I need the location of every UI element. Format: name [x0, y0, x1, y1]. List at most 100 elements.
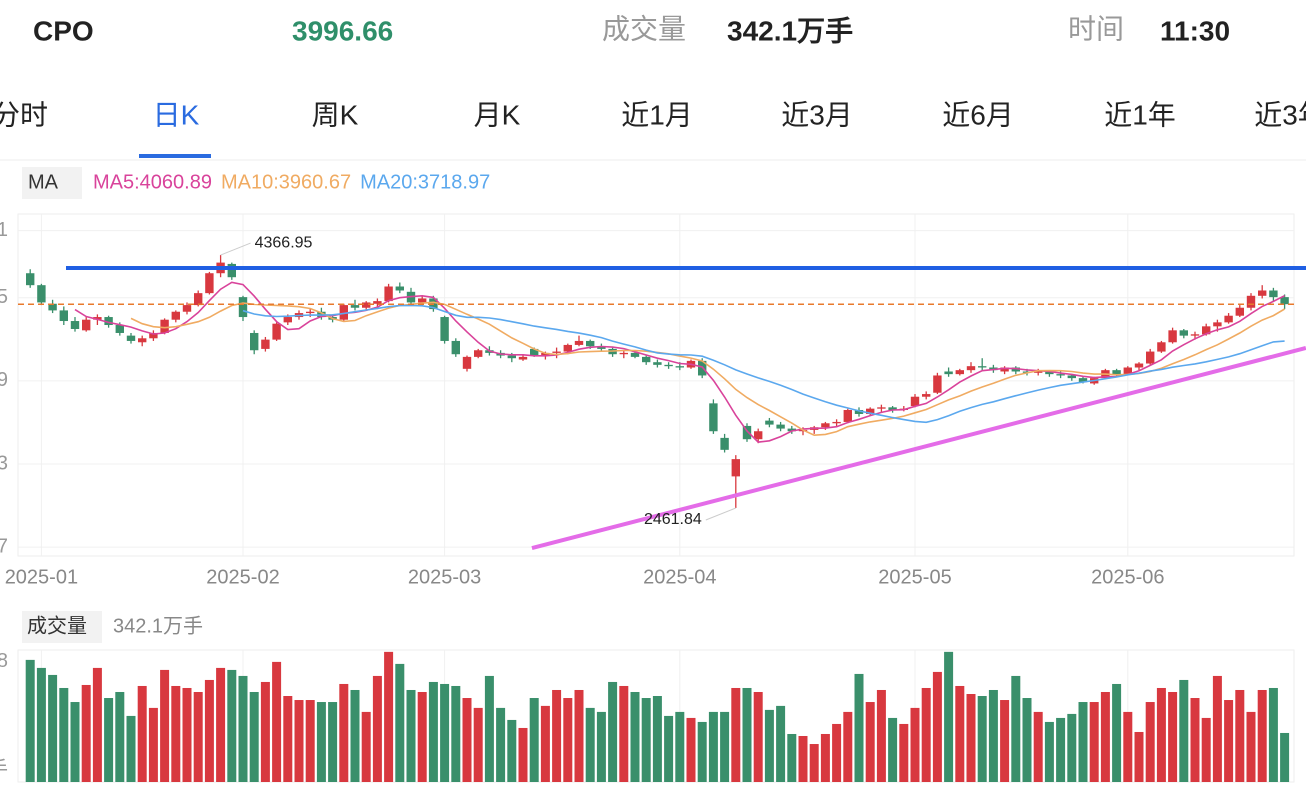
volume-bar	[552, 689, 562, 782]
tab[interactable]: 分时	[0, 99, 48, 130]
y-tick-label: 3419	[0, 369, 8, 391]
candle-body	[384, 286, 393, 302]
candle-body	[395, 286, 404, 291]
volume-bar	[81, 684, 91, 782]
volume-bar	[876, 689, 886, 782]
tab[interactable]: 月K	[474, 99, 521, 130]
volume-panel-label: 342.1万手	[113, 614, 203, 637]
volume-bar	[574, 689, 584, 782]
volume-bar	[384, 651, 394, 782]
volume-bar	[1145, 702, 1155, 782]
volume-bar	[104, 698, 114, 782]
candle-body	[1224, 315, 1233, 323]
volume-bar	[1089, 702, 1099, 782]
volume-bar	[1011, 675, 1021, 782]
indicator: MA	[28, 171, 59, 193]
candle-body	[843, 409, 852, 422]
candle-body	[1235, 307, 1244, 316]
volume-bar	[148, 707, 158, 782]
volume-unit: 万手	[0, 757, 8, 780]
volume-bar	[966, 694, 976, 782]
x-tick-label: 2025-04	[643, 566, 716, 588]
tab[interactable]: 近6月	[942, 99, 1014, 130]
candle-body	[832, 421, 841, 424]
volume-bar	[1246, 711, 1256, 782]
volume-bar	[395, 663, 405, 782]
candle-body	[115, 325, 124, 333]
volume-bar	[944, 651, 954, 782]
candle-body	[1246, 295, 1256, 308]
volume-bar	[720, 711, 730, 782]
volume-bar	[921, 687, 931, 782]
tab[interactable]: 近3年	[1254, 99, 1306, 130]
candle-body	[474, 350, 483, 357]
candle-body	[261, 339, 270, 349]
tab[interactable]: 近3月	[781, 99, 853, 130]
volume-bar	[249, 691, 259, 782]
volume-bar	[428, 681, 438, 782]
candle-body	[250, 332, 259, 351]
volume-bar	[350, 689, 360, 782]
candle-body	[1134, 363, 1144, 368]
candle-body	[194, 293, 203, 306]
candle-body	[720, 437, 729, 450]
candle-body	[48, 303, 57, 311]
tab[interactable]: 近1年	[1104, 99, 1176, 130]
candle-body	[1056, 374, 1065, 376]
volume-bar	[216, 667, 226, 782]
volume-bar	[1112, 683, 1122, 782]
volume-bar	[1156, 687, 1166, 782]
volume-bar	[540, 705, 550, 782]
candle-body	[1280, 297, 1289, 305]
candle-body	[1190, 334, 1200, 336]
candle-body	[149, 332, 158, 339]
volume-bar	[1134, 731, 1144, 782]
candle-body	[1202, 326, 1211, 335]
candle-body	[1258, 290, 1267, 296]
candle-body	[742, 425, 752, 440]
volume-bar	[1268, 687, 1278, 782]
volume-bar	[708, 711, 718, 782]
candle-body	[26, 273, 35, 286]
volume-bar	[820, 733, 830, 782]
candle-body	[37, 285, 46, 303]
y-tick-label: 4045	[0, 286, 8, 308]
candle-body	[440, 317, 449, 341]
candle-body	[530, 348, 539, 356]
candle-body	[451, 340, 460, 355]
candle-body	[574, 340, 584, 345]
volume-bar	[619, 685, 629, 782]
candle-body	[1179, 330, 1188, 336]
ma-line	[130, 301, 1286, 437]
volume-bar	[1100, 691, 1110, 782]
candle-body	[182, 305, 192, 312]
volume-bar	[832, 723, 842, 782]
candle-body	[966, 366, 976, 371]
y-tick-label: 2167	[0, 535, 8, 557]
candle-body	[563, 344, 572, 352]
volume-bar	[697, 721, 707, 782]
candle-body	[238, 297, 248, 318]
tab[interactable]: 近1月	[621, 99, 693, 130]
x-tick-label: 2025-06	[1091, 566, 1164, 588]
candle-body	[933, 375, 942, 393]
volume-bar	[462, 698, 472, 782]
volume-bar	[328, 702, 338, 782]
tab[interactable]: 周K	[312, 99, 359, 130]
x-tick-label: 2025-01	[5, 566, 78, 588]
candle-body	[955, 370, 964, 375]
max-label: 4366.95	[255, 234, 313, 251]
candle-body	[978, 366, 987, 368]
volume-bar	[1044, 721, 1054, 782]
candle-body	[462, 356, 472, 369]
min-leader	[705, 507, 736, 521]
volume-bar	[585, 707, 595, 782]
volume-bar	[372, 675, 382, 782]
tab[interactable]: 日K	[153, 99, 200, 130]
volume-bar	[664, 715, 674, 782]
volume-panel-title: 成交量	[27, 614, 87, 637]
volume-bar	[316, 702, 326, 782]
volume-bar	[440, 683, 450, 782]
volume-bar	[1067, 713, 1077, 782]
